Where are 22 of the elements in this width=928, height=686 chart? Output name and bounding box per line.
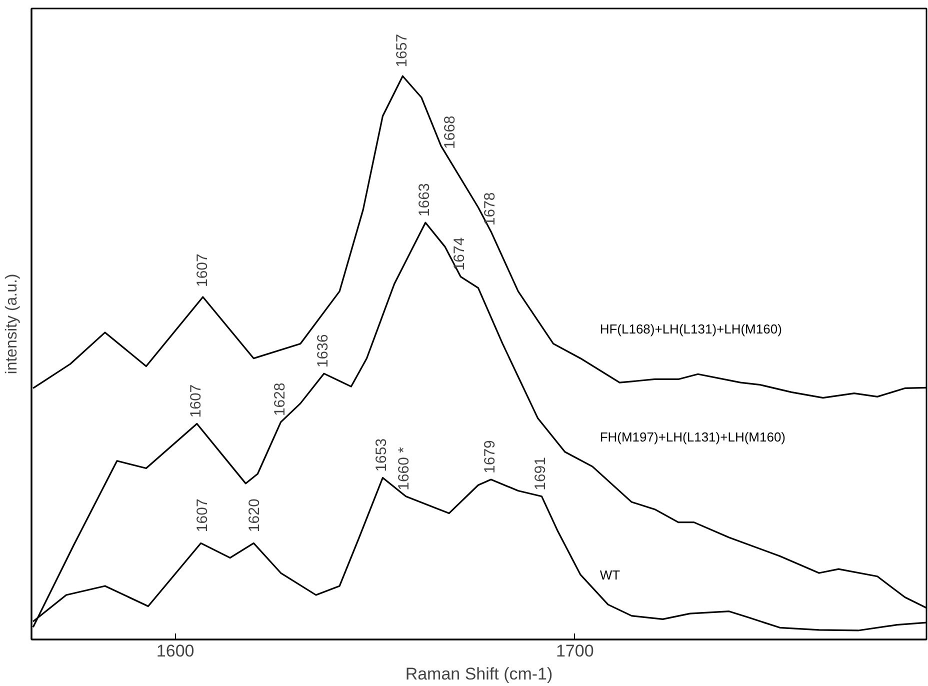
annotation: 1679 [481, 440, 498, 474]
annotation: 1607 [194, 498, 211, 532]
annotation: 1607 [187, 384, 204, 418]
series-label: WT [600, 568, 620, 583]
annotation: 1663 [416, 183, 433, 217]
y-axis-title: intensity (a.u.) [4, 274, 20, 374]
annotation: 1607 [194, 254, 211, 288]
annotation: 1668 [442, 116, 459, 149]
x-axis-title: Raman Shift (cm-1) [405, 664, 553, 684]
text: HF(L168)+LH(L131)+LH(M160) [600, 321, 782, 336]
annotation: 1620 [246, 498, 263, 532]
x-tick-label: 1600 [156, 642, 194, 660]
annotation: 1636 [314, 334, 332, 368]
annotation: 1678 [481, 192, 498, 226]
annotation: 1660 * [395, 446, 412, 490]
annotation: 1628 [271, 382, 288, 416]
series-label: FH(M197)+LH(L131)+LH(M160) [600, 430, 786, 445]
annotation: 1657 [394, 34, 411, 68]
x-tick-label: 1700 [556, 642, 594, 660]
annotation: 1653 [373, 438, 390, 472]
annotation: 1674 [451, 237, 468, 271]
annotation: 1691 [532, 457, 550, 490]
